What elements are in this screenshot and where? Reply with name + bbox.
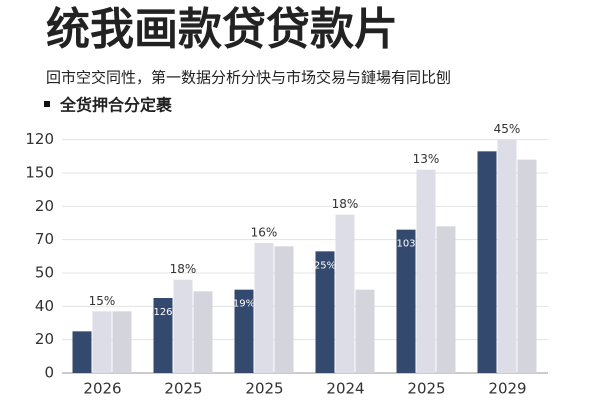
- y-tick-label: 20: [35, 197, 54, 215]
- bar: [193, 291, 213, 373]
- annotation: 13%: [413, 152, 440, 166]
- bar: [335, 214, 355, 373]
- bar: [315, 251, 335, 373]
- y-tick-label: 120: [25, 130, 54, 148]
- x-tick-label: 2026: [83, 380, 121, 398]
- y-tick-label: 0: [44, 364, 54, 382]
- bar-label: 126: [153, 307, 172, 318]
- x-tick-label: 2029: [488, 380, 526, 398]
- x-tick-label: 2025: [164, 380, 202, 398]
- bar: [112, 311, 132, 373]
- annotation: 45%: [494, 122, 521, 136]
- bar-label: 103: [396, 239, 415, 250]
- bar: [173, 279, 193, 373]
- x-tick-label: 2024: [326, 380, 364, 398]
- annotation: 15%: [89, 294, 116, 308]
- chart-subtitle: 回市空交同性，第一数据分析分快与市场交易与鏈場有同比刨: [46, 69, 451, 87]
- bar: [517, 159, 537, 373]
- bar: [72, 331, 92, 373]
- bar: [396, 229, 416, 373]
- bar: [153, 298, 173, 373]
- y-tick-label: 20: [35, 330, 54, 348]
- x-tick-label: 2025: [407, 380, 445, 398]
- annotation: 18%: [170, 262, 197, 276]
- bar: [497, 139, 517, 373]
- bar: [92, 311, 112, 373]
- y-tick-label: 150: [25, 164, 54, 182]
- annotation: 18%: [332, 197, 359, 211]
- bar: [355, 289, 375, 373]
- chart-title: 统我画款贷贷款片: [46, 4, 398, 55]
- y-tick-label: 40: [35, 297, 54, 315]
- bar: [254, 243, 274, 373]
- bar: [274, 246, 294, 373]
- bar: [416, 169, 436, 373]
- bar: [234, 289, 254, 373]
- annotation: 16%: [251, 226, 278, 240]
- y-tick-label: 70: [35, 230, 54, 248]
- y-tick-label: 50: [35, 264, 54, 282]
- bar: [436, 226, 456, 373]
- section-label: 全货押合分定裹: [59, 96, 173, 115]
- bullet: [44, 101, 50, 107]
- x-tick-label: 2025: [245, 380, 283, 398]
- bar: [477, 151, 497, 373]
- bar-label: 19%: [233, 299, 255, 310]
- bar-label: 25%: [314, 260, 336, 271]
